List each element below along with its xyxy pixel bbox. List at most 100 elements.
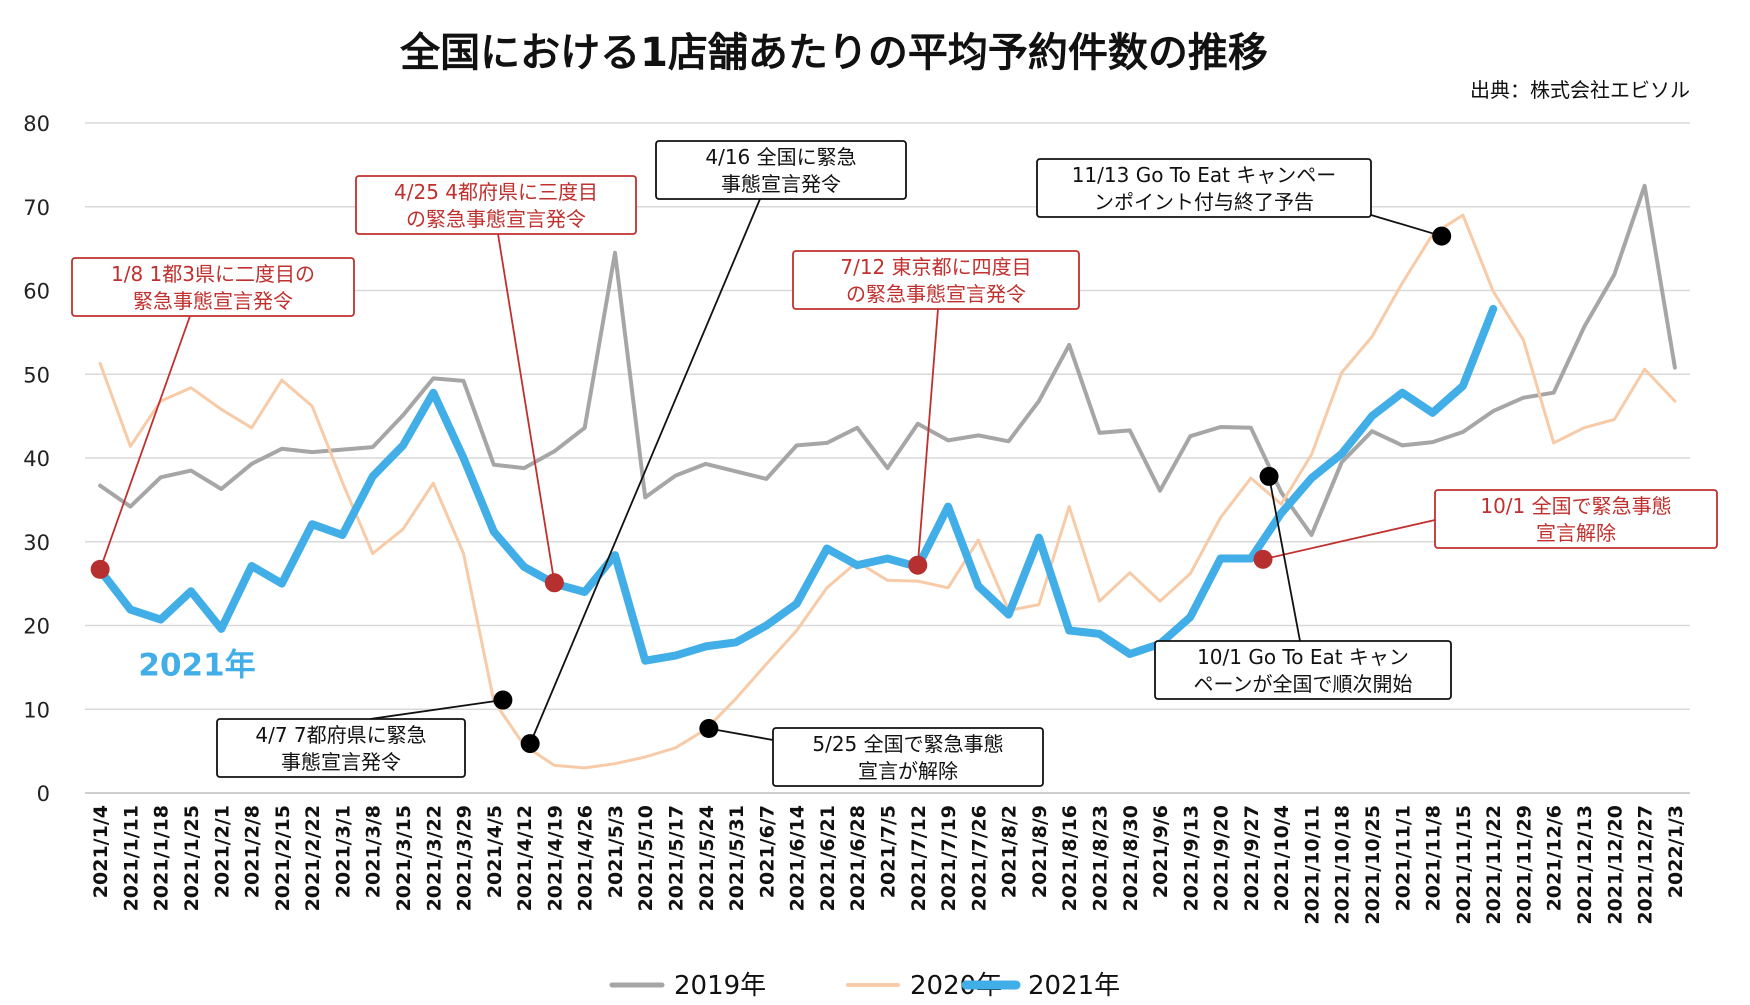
x-tick-label: 2021/11/22 — [1483, 805, 1505, 925]
y-axis: 0 10 20 30 40 50 60 70 80 — [23, 112, 50, 806]
leader-line-7 — [1268, 476, 1301, 642]
annotation-text-4: 7/12 東京都に四度目 — [840, 255, 1031, 279]
leader-line-2 — [497, 233, 556, 583]
x-tick-label: 2021/8/2 — [999, 805, 1021, 898]
annotation-box-9 — [772, 727, 1044, 787]
x-tick-label: 2021/9/6 — [1150, 805, 1172, 898]
annotation-text-9: 5/25 全国で緊急事態 — [812, 732, 1003, 756]
annotation-text-6: 10/1 全国で緊急事態 — [1480, 494, 1671, 518]
y-tick-label: 0 — [37, 782, 50, 806]
x-tick-label: 2021/1/25 — [181, 805, 203, 911]
x-tick-label: 2021/4/26 — [575, 805, 597, 911]
chart-source: 出典：株式会社エビソル — [1470, 78, 1690, 102]
x-tick-label: 2021/6/14 — [787, 805, 809, 911]
x-tick-label: 2021/9/13 — [1180, 805, 1202, 911]
x-tick-label: 2021/12/20 — [1604, 805, 1626, 925]
x-tick-label: 2021/5/17 — [666, 805, 688, 911]
annotation-box-1 — [71, 257, 355, 317]
annotation-markers — [90, 226, 1452, 754]
annotation-text-8: 4/7 7都府県に緊急 — [255, 723, 426, 747]
annotation-text-4: の緊急事態宣言発令 — [846, 282, 1026, 306]
annotation-text-3: 事態宣言発令 — [721, 172, 841, 196]
event-marker-5 — [1432, 226, 1452, 246]
legend-label-1: 2019年 — [674, 971, 766, 1001]
annotation-text-2: の緊急事態宣言発令 — [406, 207, 586, 231]
x-tick-label: 2021/10/18 — [1332, 805, 1354, 925]
x-axis: 2021/1/4 2021/1/11 2021/1/18 2021/1/25 2021/… — [90, 805, 1687, 925]
y-tick-label: 20 — [23, 615, 50, 639]
x-tick-label: 2021/11/15 — [1453, 805, 1475, 925]
annotation-box-6 — [1434, 489, 1718, 549]
annotation-text-1: 1/8 1都3県に二度目の — [111, 262, 315, 286]
x-tick-label: 2021/5/31 — [726, 805, 748, 911]
event-marker-2 — [544, 573, 564, 593]
x-tick-label: 2021/8/9 — [1029, 805, 1051, 898]
annotation-text-3: 4/16 全国に緊急 — [705, 145, 856, 169]
annotation-box-8 — [216, 718, 466, 778]
y-tick-label: 50 — [23, 363, 50, 387]
y-tick-label: 40 — [23, 447, 50, 471]
x-tick-label: 2021/10/4 — [1271, 805, 1293, 911]
leader-line-3 — [529, 198, 761, 744]
annotation-text-1: 緊急事態宣言発令 — [133, 289, 293, 313]
x-tick-label: 2021/4/12 — [514, 805, 536, 911]
x-tick-label: 2021/10/25 — [1362, 805, 1384, 925]
y-tick-label: 10 — [23, 698, 50, 722]
x-tick-label: 2021/3/29 — [454, 805, 476, 911]
event-marker-9 — [699, 719, 719, 739]
y-tick-label: 80 — [23, 112, 50, 136]
series-line-3 — [96, 304, 1498, 665]
annotation-box-4 — [792, 250, 1080, 310]
chart-title: 全国における1店舗あたりの平均予約件数の推移 — [399, 30, 1268, 76]
series-line-1 — [98, 183, 1677, 537]
x-tick-label: 2021/8/30 — [1120, 805, 1142, 911]
x-tick-label: 2021/6/21 — [817, 805, 839, 911]
x-tick-label: 2021/2/15 — [272, 805, 294, 911]
x-tick-label: 2021/11/29 — [1513, 805, 1535, 925]
x-tick-label: 2021/1/11 — [120, 805, 142, 911]
annotation-leaders — [99, 191, 1442, 744]
annotation-box-5 — [1036, 158, 1372, 218]
x-tick-label: 2021/12/27 — [1635, 805, 1657, 925]
series-lines: 2021年 — [96, 183, 1677, 770]
annotation-text-5: 11/13 Go To Eat キャンペー — [1072, 163, 1337, 187]
x-tick-label: 2021/3/15 — [393, 805, 415, 911]
annotation-box-2 — [355, 175, 637, 235]
annotation-text-7: ペーンが全国で順次開始 — [1194, 672, 1413, 696]
y-tick-label: 60 — [23, 280, 50, 304]
event-marker-8 — [493, 690, 513, 710]
series-line-2 — [98, 213, 1677, 770]
x-tick-label: 2021/3/22 — [423, 805, 445, 911]
leader-line-6 — [1262, 519, 1436, 561]
x-tick-label: 2021/9/27 — [1241, 805, 1263, 911]
x-tick-label: 2021/1/4 — [90, 805, 112, 898]
x-tick-label: 2021/3/1 — [332, 805, 354, 898]
event-marker-3 — [520, 734, 540, 754]
leader-line-8 — [369, 699, 504, 720]
x-tick-label: 2021/1/18 — [151, 805, 173, 911]
event-marker-7 — [1259, 466, 1279, 486]
x-tick-label: 2021/12/13 — [1574, 805, 1596, 925]
event-marker-6 — [1253, 549, 1273, 569]
x-tick-label: 2021/7/5 — [878, 805, 900, 898]
x-tick-label: 2021/7/26 — [968, 805, 990, 911]
x-tick-label: 2022/1/3 — [1665, 805, 1687, 898]
x-tick-label: 2021/11/8 — [1423, 805, 1445, 911]
x-tick-label: 2021/4/19 — [544, 805, 566, 911]
x-tick-label: 2021/5/10 — [635, 805, 657, 911]
x-tick-label: 2021/10/11 — [1301, 805, 1323, 925]
x-tick-label: 2021/5/24 — [696, 805, 718, 911]
x-tick-label: 2021/4/5 — [484, 805, 506, 898]
x-tick-label: 2021/2/8 — [242, 805, 264, 898]
x-tick-label: 2021/6/28 — [847, 805, 869, 911]
leader-line-9 — [708, 727, 774, 741]
leader-line-4 — [916, 308, 939, 566]
annotation-text-8: 事態宣言発令 — [281, 750, 401, 774]
annotation-box-3 — [655, 140, 907, 200]
event-marker-4 — [908, 555, 928, 575]
annotation-text-9: 宣言が解除 — [858, 759, 958, 783]
annotation-box-7 — [1154, 640, 1452, 700]
series-label-2021: 2021年 — [138, 648, 255, 684]
x-tick-label: 2021/7/19 — [938, 805, 960, 911]
